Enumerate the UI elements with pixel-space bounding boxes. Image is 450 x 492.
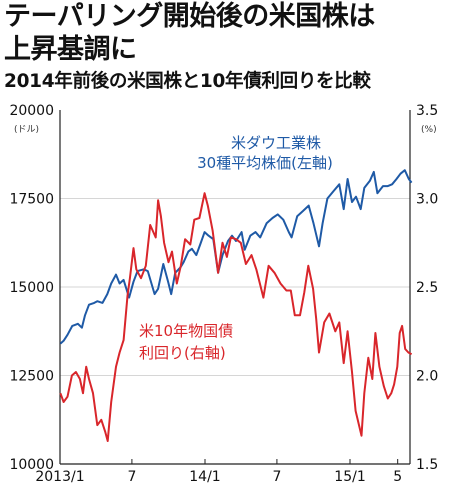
x-axis-tick-label: 7	[127, 469, 136, 485]
yield-series-label-line-2: 利回り(右軸)	[139, 344, 226, 362]
x-axis-tick-label: 14/1	[189, 469, 220, 485]
right-axis-tick-label: 3.5	[416, 103, 438, 119]
x-axis-tick-label: 7	[272, 469, 281, 485]
yield-series-label-line-1: 米10年物国債	[139, 322, 233, 340]
left-axis-tick-label: 15000	[9, 280, 54, 296]
left-axis-tick-label: 12500	[9, 369, 54, 385]
left-axis-tick-label: 17500	[9, 192, 54, 208]
headline-line-2: 上昇基調に	[4, 34, 137, 65]
x-axis-tick-label: 15/1	[334, 469, 365, 485]
dow-series-label-line-1: 米ダウ工業株	[231, 134, 321, 152]
left-axis-tick-label: 10000	[9, 457, 54, 473]
headline-line-1: テーパリング開始後の米国株は	[4, 1, 375, 32]
x-axis-tick-label: 2013/1	[35, 469, 84, 485]
left-axis-tick-label: 20000	[9, 103, 54, 119]
x-axis-tick-label: 5	[393, 469, 402, 485]
dow-series-line	[59, 169, 413, 345]
right-axis-unit: (%)	[421, 125, 437, 135]
left-axis-unit: (ドル)	[14, 125, 39, 135]
chart-subtitle: 2014年前後の米国株と10年債利回りを比較	[4, 71, 371, 92]
dow-series-label-line-2: 30種平均株価(左軸)	[197, 154, 333, 172]
yield-series-line	[59, 192, 413, 442]
right-axis-tick-label: 1.5	[416, 457, 438, 473]
right-axis-tick-label: 2.0	[416, 369, 438, 385]
right-axis-tick-label: 2.5	[416, 280, 438, 296]
headline: テーパリング開始後の米国株は 上昇基調に	[4, 0, 444, 66]
right-axis-tick-label: 3.0	[416, 192, 438, 208]
